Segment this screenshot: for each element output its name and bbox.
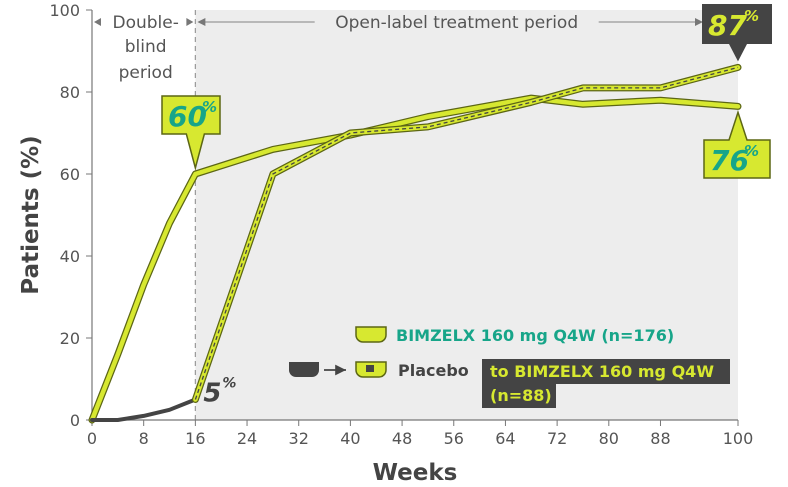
callout-week100-switch-box <box>702 4 772 62</box>
legend-label-placebo: Placebo <box>398 361 469 380</box>
callout-week100-switch-value: 87 <box>708 9 747 42</box>
legend-swatch-placebo <box>289 362 319 377</box>
x-tick-label: 0 <box>87 429 97 448</box>
x-tick-label: 80 <box>599 429 619 448</box>
callout-week100-bimzelx-box <box>703 109 771 179</box>
x-tick-label: 48 <box>392 429 412 448</box>
open-label-shade <box>195 10 739 420</box>
callout-week100-bimzelx: 76% <box>703 109 771 179</box>
open-label-label: Open-label treatment period <box>335 13 578 33</box>
x-tick-label: 88 <box>650 429 670 448</box>
label-week16-placebo-value: 5 <box>203 379 221 409</box>
x-tick-label: 16 <box>185 429 205 448</box>
y-tick-label: 40 <box>60 247 80 266</box>
x-tick-label: 32 <box>289 429 309 448</box>
legend-swatch-bimzelx <box>355 326 387 343</box>
x-axis-title: Weeks <box>373 460 458 486</box>
series-line-placebo-to-bimzelx-dash <box>194 66 739 400</box>
x-tick-label: 56 <box>444 429 464 448</box>
series-line-placebo <box>90 397 198 422</box>
x-tick-label: 40 <box>340 429 360 448</box>
legend-highlight-line2 <box>482 384 556 408</box>
x-tick-label: 8 <box>139 429 149 448</box>
y-tick-label: 80 <box>60 83 80 102</box>
y-axis-title: Patients (%) <box>18 135 44 294</box>
callout-week100-switch: 87% <box>702 4 772 62</box>
double-blind-label-2: blind <box>125 37 167 57</box>
y-tick-label: 0 <box>70 411 80 430</box>
double-blind-arrow-right <box>186 18 194 26</box>
callout-week16-value: 60 <box>168 100 207 133</box>
callout-week100-switch-unit: % <box>744 7 759 25</box>
legend-label-switch-line1: to BIMZELX 160 mg Q4W <box>490 362 714 381</box>
double-blind-arrow-left <box>94 18 101 26</box>
callout-week16: 60% <box>161 95 221 171</box>
x-tick-label: 24 <box>237 429 257 448</box>
open-label-arrow-left <box>197 18 206 26</box>
callout-week16-unit: % <box>202 98 217 116</box>
legend: BIMZELX 160 mg Q4W (n=176) Placebo to BIMZ… <box>289 326 730 408</box>
series-line-bimzelx <box>89 95 741 423</box>
callout-week100-bimzelx-value: 76 <box>710 144 749 177</box>
legend-label-bimzelx: BIMZELX 160 mg Q4W (n=176) <box>396 326 674 345</box>
y-tick-label: 20 <box>60 329 80 348</box>
y-tick-label: 100 <box>49 1 80 20</box>
x-tick-label: 100 <box>723 429 754 448</box>
legend-highlight-line1 <box>482 359 730 384</box>
y-tick-label: 60 <box>60 165 80 184</box>
callout-week16-box <box>161 95 221 171</box>
legend-label-switch-line2: (n=88) <box>490 386 552 405</box>
label-week16-placebo-unit: % <box>222 376 236 392</box>
x-tick-label: 64 <box>495 429 515 448</box>
callout-week100-bimzelx-unit: % <box>744 142 759 160</box>
x-tick-label: 72 <box>547 429 567 448</box>
legend-swatch-switch-dot <box>366 365 374 372</box>
double-blind-label-1: Double- <box>112 13 178 33</box>
open-label-arrow-right <box>695 18 703 26</box>
double-blind-label-3: period <box>119 63 173 83</box>
